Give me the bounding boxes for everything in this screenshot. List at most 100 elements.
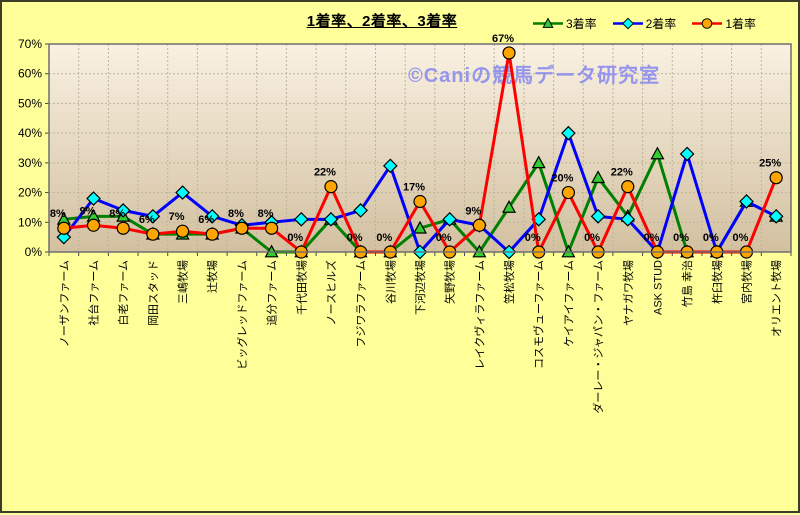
x-tick-label: 三嶋牧場: [176, 260, 190, 304]
legend-item-3着率: 3着率: [532, 15, 597, 32]
x-tick-label: 杵臼牧場: [710, 260, 724, 304]
x-tick-label: 矢野牧場: [443, 260, 457, 304]
data-label: 0%: [525, 232, 541, 244]
x-axis-labels: ノーザンファーム 社台ファーム 白老ファーム 岡田スタッド 三嶋牧場 辻牧場 ビッグレッドフ…: [58, 260, 783, 414]
circle-marker-icon: [502, 46, 516, 60]
data-label: 8%: [258, 208, 274, 220]
y-tick-label: 10%: [18, 215, 42, 229]
axis-ticks: [45, 43, 792, 256]
circle-marker-icon: [769, 171, 783, 185]
data-label: 9%: [80, 205, 96, 217]
legend-label: 3着率: [565, 17, 597, 31]
y-tick-label: 20%: [18, 186, 42, 200]
triangle-marker-icon: [531, 155, 546, 169]
x-tick-label: フジワラファーム: [355, 260, 368, 348]
data-label: 8%: [109, 208, 125, 220]
plot-border: [48, 43, 792, 253]
diamond-marker-icon: [145, 208, 161, 224]
circle-marker-icon: [57, 221, 71, 235]
circle-marker-icon: [235, 221, 249, 235]
triangle-marker-icon: [650, 146, 665, 160]
circle-marker-icon: [702, 18, 713, 29]
diamond-marker-icon: [561, 125, 576, 141]
data-label: 0%: [436, 232, 452, 244]
y-tick-label: 0%: [25, 245, 43, 259]
legend-marker-icon: [612, 17, 643, 30]
diamond-marker-icon: [204, 208, 220, 224]
circle-marker-icon: [561, 185, 576, 200]
chart-title: 1着率、2着率、3着率: [306, 13, 458, 30]
triangle-marker-icon: [591, 170, 606, 184]
diamond-marker-icon: [115, 203, 131, 218]
x-tick-label: 辻牧場: [205, 260, 219, 293]
x-tick-label: ビッグレッドファーム: [235, 260, 249, 370]
diamond-marker-icon: [382, 158, 398, 174]
data-label: 20%: [551, 173, 573, 185]
x-tick-label: 宮内牧場: [739, 260, 753, 304]
x-tick-label: ダーレー・ジャパン・ファーム: [591, 260, 605, 414]
data-label: 6%: [139, 214, 155, 226]
circle-marker-icon: [265, 221, 279, 235]
diamond-marker-icon: [768, 208, 784, 224]
y-tick-label: 60%: [18, 67, 42, 81]
x-tick-label: 下河辺牧場: [413, 260, 427, 315]
data-label: 22%: [314, 167, 336, 179]
data-label: 17%: [403, 181, 425, 193]
x-tick-label: 千代田牧場: [294, 260, 308, 315]
data-label: 67%: [492, 33, 514, 45]
x-tick-label: ヤナガワ牧場: [621, 260, 635, 326]
diamond-marker-icon: [442, 211, 458, 227]
diamond-marker-icon: [175, 185, 190, 200]
legend-label: 2着率: [645, 17, 677, 31]
diamond-marker-icon: [293, 211, 309, 227]
data-label: 8%: [228, 208, 244, 220]
data-label: 0%: [287, 232, 303, 244]
circle-marker-icon: [146, 227, 160, 241]
data-label: 22%: [611, 167, 633, 179]
legend-marker-icon: [692, 18, 723, 29]
x-tick-label: ノーザンファーム: [58, 260, 71, 347]
legend-item-1着率: 1着率: [691, 15, 756, 32]
y-axis-labels: 0% 10% 20% 30% 40% 50% 60% 70%: [18, 37, 42, 259]
diamond-marker-icon: [679, 146, 695, 162]
circle-marker-icon: [324, 180, 338, 194]
data-label: 0%: [673, 232, 689, 244]
legend-item-2着率: 2着率: [612, 15, 677, 32]
data-label: 0%: [643, 232, 659, 244]
diamond-marker-icon: [590, 208, 606, 224]
x-tick-label: 岡田スタッド: [147, 260, 160, 326]
x-tick-label: 追分ファーム: [265, 260, 279, 326]
data-label: 0%: [376, 232, 392, 244]
triangle-marker-icon: [502, 199, 517, 213]
diamond-marker-icon: [739, 194, 754, 209]
data-label: 0%: [733, 232, 749, 244]
triangle-marker-icon: [412, 220, 428, 234]
diamond-marker-icon: [353, 203, 368, 218]
data-label: 0%: [584, 232, 600, 244]
data-label: 0%: [347, 232, 363, 244]
diamond-marker-icon: [621, 17, 634, 30]
circle-marker-icon: [621, 180, 635, 194]
x-tick-label: コスモヴューファーム: [532, 260, 546, 369]
triangle-marker-icon: [542, 17, 554, 28]
diamond-marker-icon: [86, 191, 101, 206]
data-label: 25%: [759, 158, 781, 170]
x-tick-label: 竹島 幸治: [680, 260, 694, 307]
data-label: 8%: [50, 208, 66, 220]
legend-marker-icon: [532, 17, 563, 28]
x-tick-label: レイクヴィラファーム: [472, 260, 486, 369]
circle-marker-icon: [116, 221, 130, 235]
data-label: 9%: [465, 205, 481, 217]
watermark: ©Caniの競馬データ研究室: [408, 63, 660, 87]
circle-marker-icon: [175, 224, 190, 238]
circle-marker-icon: [86, 218, 101, 232]
x-tick-label: オリエント牧場: [769, 260, 783, 337]
y-tick-label: 70%: [18, 37, 42, 51]
x-tick-label: ケイアイファーム: [562, 260, 575, 347]
y-tick-label: 50%: [18, 96, 42, 110]
x-tick-label: ノースヒルズ: [324, 260, 338, 325]
legend: 3着率 2着率 1着率: [532, 15, 756, 32]
circle-marker-icon: [205, 227, 219, 241]
